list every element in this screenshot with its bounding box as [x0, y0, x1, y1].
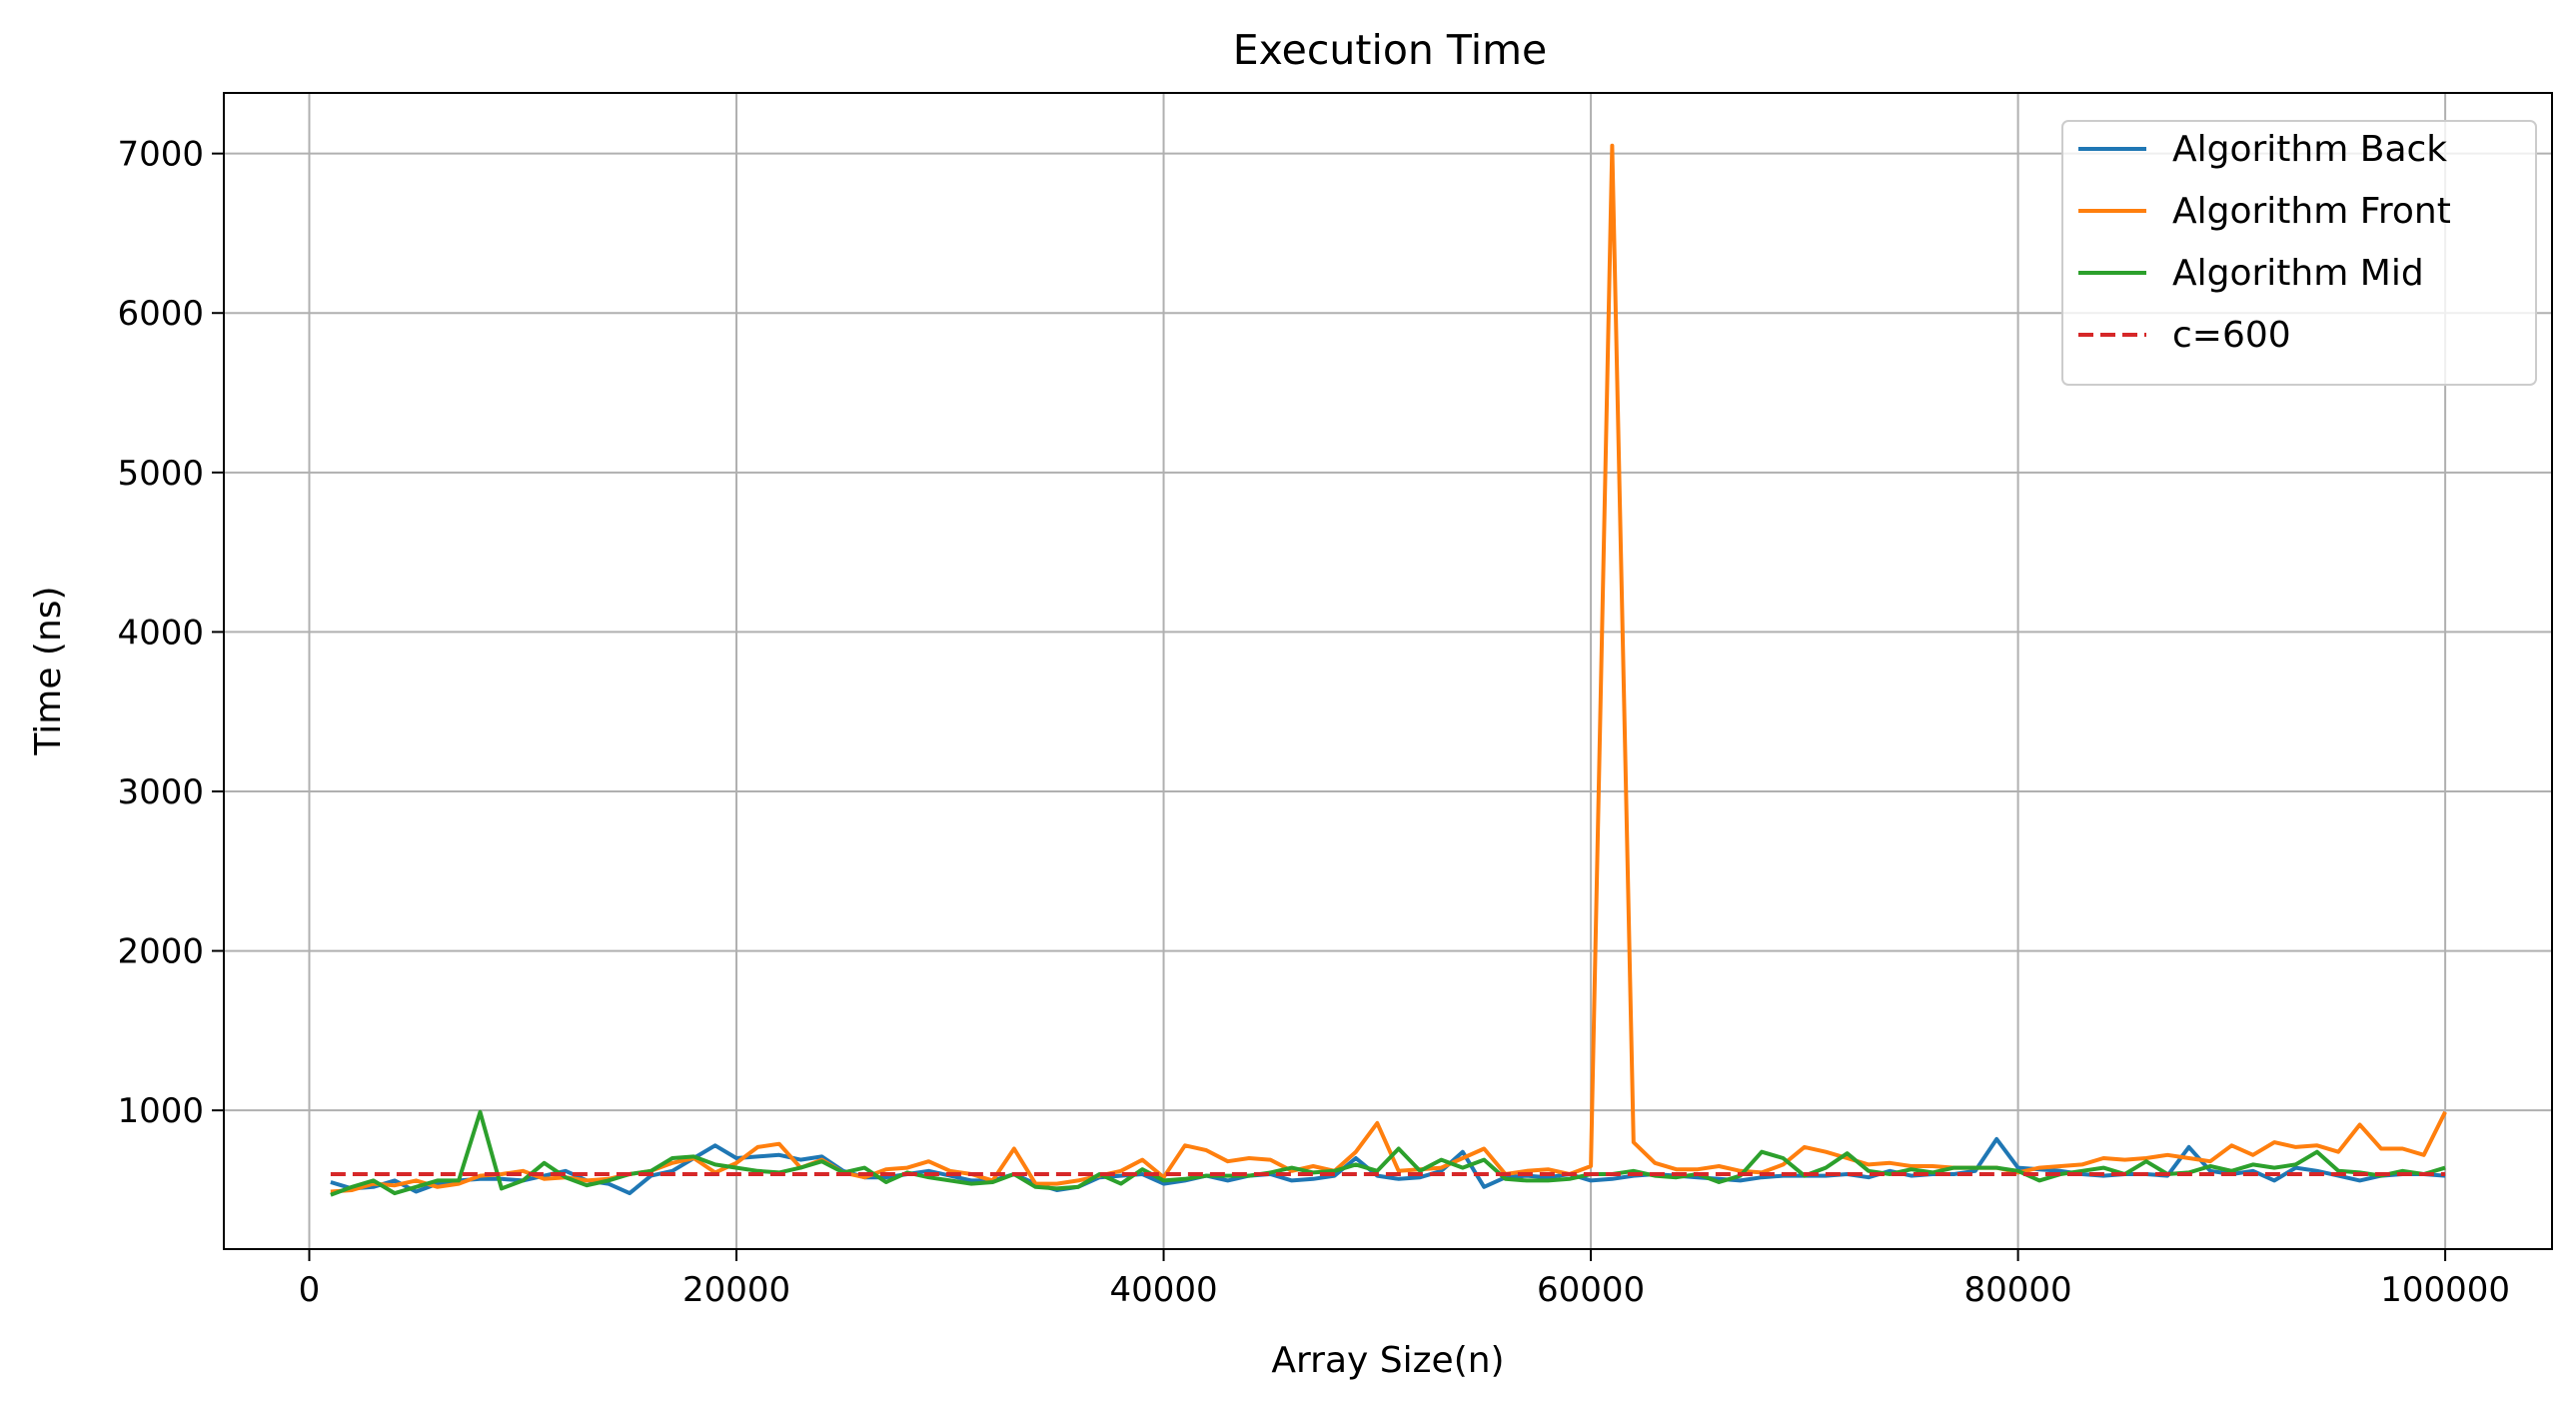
y-tick-label: 3000 — [117, 772, 204, 812]
y-tick-label: 6000 — [117, 294, 204, 334]
chart-title: Execution Time — [1233, 26, 1548, 74]
x-tick-label: 80000 — [1964, 1270, 2072, 1310]
x-tick-label: 20000 — [682, 1270, 790, 1310]
legend: Algorithm Back Algorithm Front Algorithm M… — [2061, 120, 2537, 386]
legend-box — [2061, 120, 2537, 386]
x-tick-label: 40000 — [1109, 1270, 1217, 1310]
y-tick-label: 2000 — [117, 932, 204, 972]
legend-label: Algorithm Front — [2172, 191, 2451, 232]
plot-frame — [223, 92, 2553, 1250]
legend-label: Algorithm Back — [2172, 129, 2447, 170]
grid — [224, 93, 2552, 1249]
x-tick-label: 60000 — [1537, 1270, 1645, 1310]
y-axis-label: Time (ns) — [28, 586, 69, 755]
legend-label: Algorithm Mid — [2172, 253, 2424, 294]
y-tick-label: 7000 — [117, 135, 204, 175]
series-line-algorithm-mid — [330, 1109, 2446, 1197]
series-layer — [330, 143, 2447, 1197]
y-tick-label: 5000 — [117, 454, 204, 494]
y-tick-label: 1000 — [117, 1091, 204, 1131]
x-tick-label: 100000 — [2380, 1270, 2510, 1310]
legend-label: c=600 — [2172, 315, 2291, 356]
y-tick-label: 4000 — [117, 613, 204, 653]
ticks: 0 20000 40000 60000 80000 100000 1000 2000 3000 4… — [117, 135, 2510, 1310]
series-line-algorithm-front — [330, 143, 2447, 1194]
x-axis-label: Array Size(n) — [1271, 1340, 1504, 1381]
x-tick-label: 0 — [299, 1270, 321, 1310]
